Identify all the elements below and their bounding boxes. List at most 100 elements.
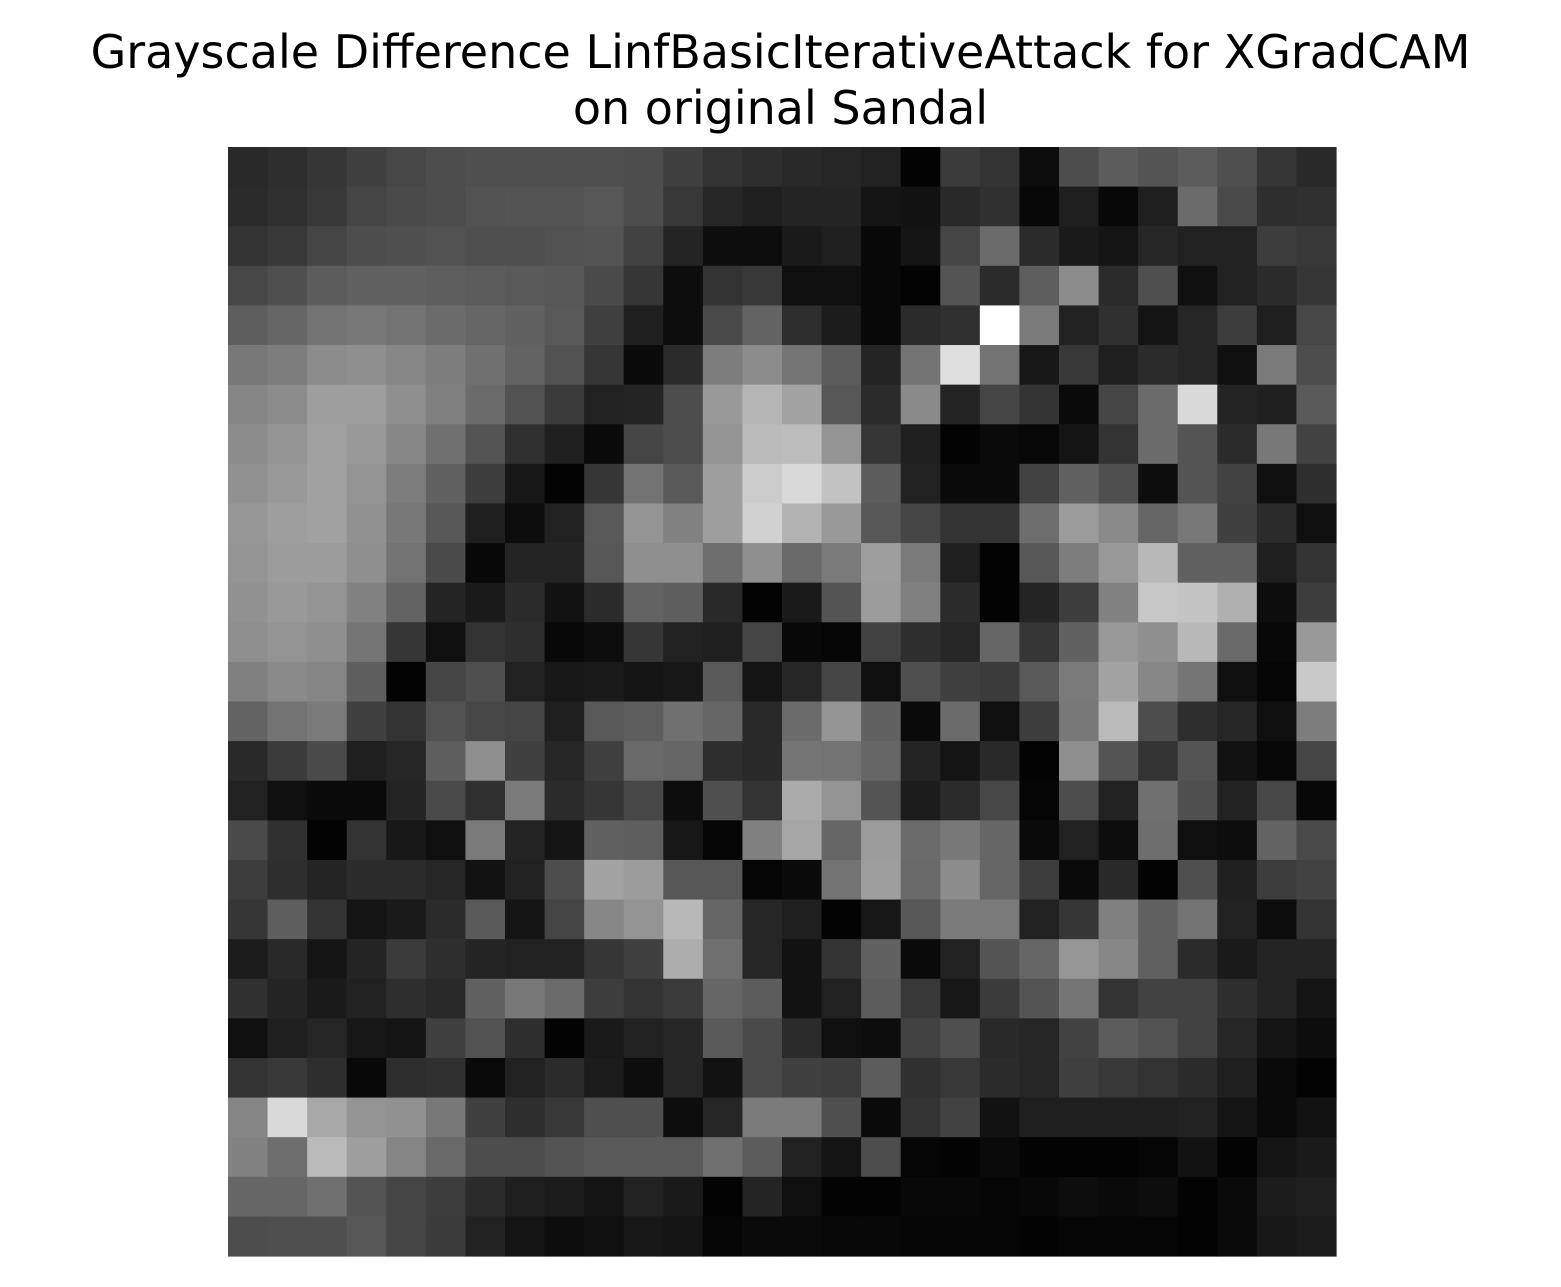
heatmap-cell-r3-c6 <box>465 265 506 307</box>
heatmap-cell-r7-c1 <box>267 424 308 465</box>
heatmap-cell-r7-c12 <box>702 424 744 465</box>
heatmap-cell-r12-c13 <box>742 622 783 663</box>
heatmap-cell-r24-c26 <box>1256 1097 1298 1138</box>
heatmap-cell-r26-c26 <box>1256 1176 1298 1217</box>
heatmap-cell-r13-c9 <box>584 661 625 703</box>
heatmap-cell-r18-c24 <box>1177 859 1218 901</box>
heatmap-cell-r15-c11 <box>663 741 704 782</box>
heatmap-cell-r9-c19 <box>979 503 1021 544</box>
heatmap-cell-r16-c15 <box>821 780 862 821</box>
heatmap-cell-r3-c13 <box>742 265 783 307</box>
heatmap-cell-r7-c22 <box>1098 424 1139 465</box>
heatmap-cell-r21-c12 <box>702 978 744 1019</box>
heatmap-cell-r20-c10 <box>623 939 664 980</box>
heatmap-cell-r19-c10 <box>623 899 664 940</box>
heatmap-cell-r9-c4 <box>386 503 427 544</box>
heatmap-cell-r4-c8 <box>544 305 585 346</box>
heatmap-cell-r24-c10 <box>623 1097 664 1138</box>
heatmap-cell-r27-c18 <box>940 1216 981 1257</box>
heatmap-cell-r21-c9 <box>584 978 625 1019</box>
heatmap-cell-r7-c5 <box>425 424 467 465</box>
heatmap-cell-r22-c2 <box>307 1018 348 1059</box>
heatmap-cell-r27-c7 <box>505 1216 546 1257</box>
heatmap-cell-r1-c2 <box>307 186 348 227</box>
heatmap-cell-r26-c13 <box>742 1176 783 1217</box>
heatmap-cell-r20-c3 <box>346 939 387 980</box>
heatmap-cell-r24-c7 <box>505 1097 546 1138</box>
heatmap-cell-r5-c27 <box>1296 345 1337 386</box>
heatmap-cell-r25-c21 <box>1059 1137 1100 1178</box>
heatmap-cell-r12-c25 <box>1217 622 1258 663</box>
heatmap-cell-r0-c12 <box>702 147 744 188</box>
heatmap-cell-r9-c26 <box>1256 503 1298 544</box>
heatmap-cell-r13-c10 <box>623 661 664 703</box>
heatmap-cell-r12-c26 <box>1256 622 1298 663</box>
heatmap-cell-r21-c7 <box>505 978 546 1019</box>
heatmap-cell-r23-c2 <box>307 1057 348 1099</box>
heatmap-cell-r13-c5 <box>425 661 467 703</box>
heatmap-cell-r13-c8 <box>544 661 585 703</box>
heatmap-cell-r23-c12 <box>702 1057 744 1099</box>
heatmap-cell-r22-c18 <box>940 1018 981 1059</box>
heatmap-cell-r1-c1 <box>267 186 308 227</box>
heatmap-cell-r18-c15 <box>821 859 862 901</box>
heatmap-cell-r16-c20 <box>1019 780 1060 821</box>
heatmap-cell-r23-c20 <box>1019 1057 1060 1099</box>
heatmap-cell-r18-c27 <box>1296 859 1337 901</box>
heatmap-cell-r2-c26 <box>1256 226 1298 267</box>
heatmap-cell-r14-c25 <box>1217 701 1258 742</box>
heatmap-cell-r2-c27 <box>1296 226 1337 267</box>
heatmap-cell-r23-c27 <box>1296 1057 1337 1099</box>
heatmap-cell-r24-c14 <box>782 1097 823 1138</box>
heatmap-cell-r14-c6 <box>465 701 506 742</box>
heatmap-cell-r14-c24 <box>1177 701 1218 742</box>
heatmap-cell-r12-c20 <box>1019 622 1060 663</box>
heatmap-cell-r1-c25 <box>1217 186 1258 227</box>
heatmap-cell-r14-c5 <box>425 701 467 742</box>
heatmap-cell-r10-c25 <box>1217 543 1258 584</box>
heatmap-cell-r2-c17 <box>900 226 941 267</box>
heatmap-cell-r22-c4 <box>386 1018 427 1059</box>
heatmap-cell-r21-c0 <box>228 978 269 1019</box>
heatmap-cell-r22-c16 <box>861 1018 902 1059</box>
heatmap-cell-r17-c12 <box>702 820 744 861</box>
heatmap-cell-r15-c4 <box>386 741 427 782</box>
heatmap-cell-r2-c5 <box>425 226 467 267</box>
heatmap-cell-r24-c15 <box>821 1097 862 1138</box>
heatmap-cell-r7-c0 <box>228 424 269 465</box>
heatmap-cell-r1-c6 <box>465 186 506 227</box>
heatmap-cell-r21-c18 <box>940 978 981 1019</box>
heatmap-cell-r26-c8 <box>544 1176 585 1217</box>
heatmap-cell-r0-c20 <box>1019 147 1060 188</box>
heatmap-cell-r14-c16 <box>861 701 902 742</box>
heatmap-cell-r21-c27 <box>1296 978 1337 1019</box>
heatmap-cell-r15-c18 <box>940 741 981 782</box>
heatmap-cell-r22-c20 <box>1019 1018 1060 1059</box>
heatmap-cell-r17-c5 <box>425 820 467 861</box>
heatmap-cell-r11-c23 <box>1138 582 1179 623</box>
heatmap-cell-r22-c22 <box>1098 1018 1139 1059</box>
heatmap-cell-r9-c2 <box>307 503 348 544</box>
heatmap-cell-r4-c17 <box>900 305 941 346</box>
heatmap-cell-r2-c24 <box>1177 226 1218 267</box>
heatmap-cell-r15-c21 <box>1059 741 1100 782</box>
heatmap-cell-r19-c9 <box>584 899 625 940</box>
heatmap-cell-r26-c4 <box>386 1176 427 1217</box>
heatmap-cell-r24-c0 <box>228 1097 269 1138</box>
heatmap-cell-r16-c19 <box>979 780 1021 821</box>
heatmap-cell-r7-c27 <box>1296 424 1337 465</box>
heatmap-cell-r6-c16 <box>861 384 902 425</box>
heatmap-cell-r19-c6 <box>465 899 506 940</box>
heatmap-cell-r24-c3 <box>346 1097 387 1138</box>
heatmap-cell-r11-c20 <box>1019 582 1060 623</box>
heatmap-cell-r9-c27 <box>1296 503 1337 544</box>
heatmap-cell-r1-c12 <box>702 186 744 227</box>
heatmap-cell-r9-c16 <box>861 503 902 544</box>
heatmap-cell-r3-c1 <box>267 265 308 307</box>
heatmap-cell-r20-c8 <box>544 939 585 980</box>
heatmap-cell-r14-c20 <box>1019 701 1060 742</box>
heatmap-cell-r6-c5 <box>425 384 467 425</box>
heatmap-cell-r21-c5 <box>425 978 467 1019</box>
heatmap-cell-r15-c12 <box>702 741 744 782</box>
chart-title-line-1: Grayscale Difference LinfBasicIterativeA… <box>90 25 1471 79</box>
